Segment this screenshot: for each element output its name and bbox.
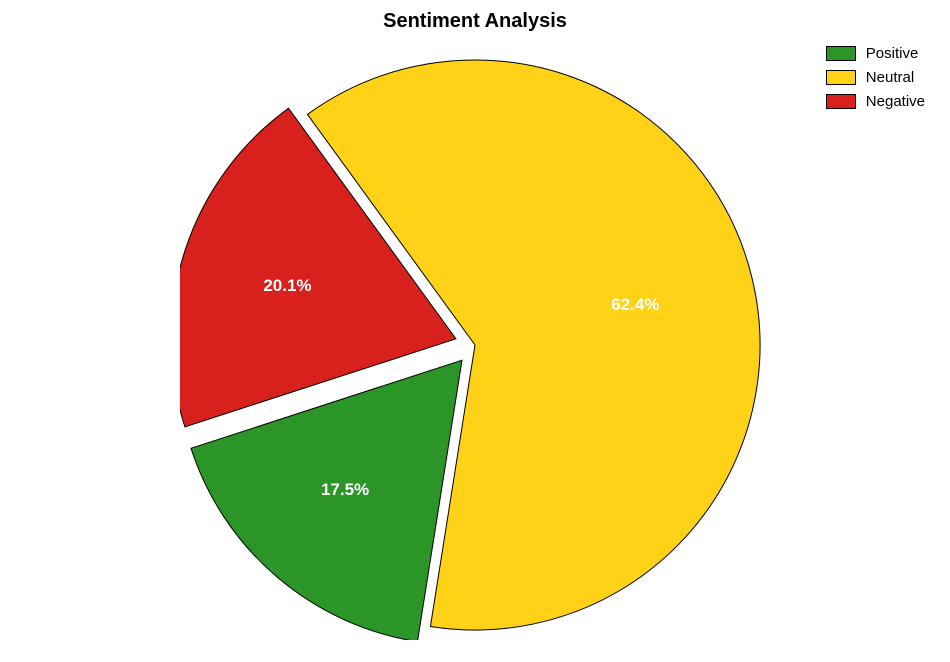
- slice-label-neutral: 62.4%: [611, 295, 659, 315]
- legend-item-positive: Positive: [826, 45, 925, 62]
- legend-swatch-negative: [826, 94, 856, 109]
- legend-swatch-neutral: [826, 70, 856, 85]
- sentiment-pie-chart: Sentiment Analysis Positive Neutral Nega…: [0, 0, 950, 662]
- pie-svg: [180, 40, 770, 640]
- legend-item-negative: Negative: [826, 93, 925, 110]
- chart-title: Sentiment Analysis: [383, 10, 567, 33]
- legend-item-neutral: Neutral: [826, 69, 925, 86]
- legend-swatch-positive: [826, 46, 856, 61]
- legend-label-neutral: Neutral: [866, 69, 914, 86]
- slice-label-negative: 20.1%: [263, 276, 311, 296]
- legend-label-negative: Negative: [866, 93, 925, 110]
- slice-label-positive: 17.5%: [321, 480, 369, 500]
- chart-legend: Positive Neutral Negative: [826, 45, 925, 117]
- legend-label-positive: Positive: [866, 45, 919, 62]
